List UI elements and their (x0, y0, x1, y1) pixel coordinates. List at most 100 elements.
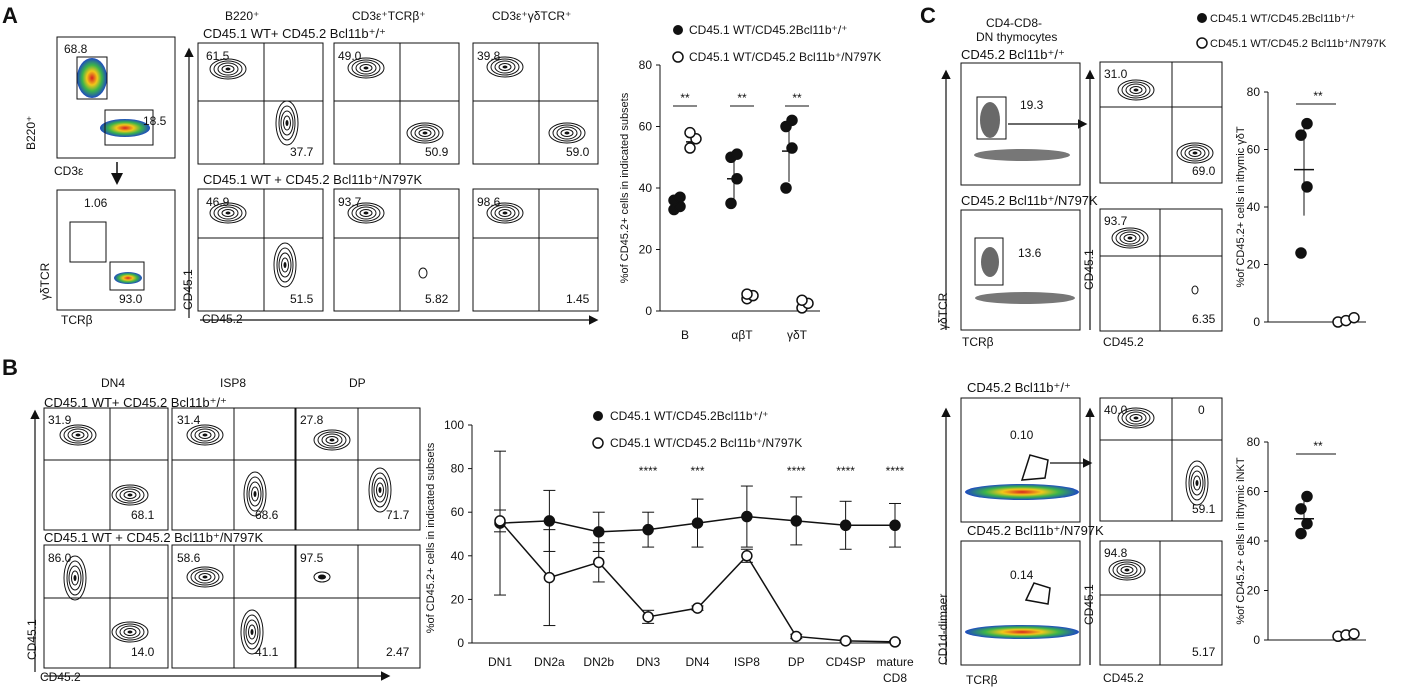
quad-value: 68.1 (131, 508, 155, 522)
chart3-y-tick-label: 20 (1247, 258, 1261, 272)
chart3-y-tick-label: 40 (1247, 200, 1261, 214)
quad-value: 93.7 (1104, 214, 1128, 228)
chart2-y-tick-label: 20 (451, 592, 465, 606)
chart4-point (1295, 503, 1307, 515)
chart-c-gdt: 0 20 40 60 80 %of CD45.2+ cells in ithymic γδ… (1196, 13, 1387, 329)
chart2-point (790, 515, 802, 527)
gate-bottom-xlabel: TCRβ (61, 313, 93, 327)
chart1-legend-marker (672, 51, 684, 63)
chart2-point (741, 550, 753, 562)
panel-b-quadrant-plots (43, 407, 421, 669)
quad-value: 51.5 (290, 292, 314, 306)
chart2-point (494, 515, 506, 527)
chart2-category-label: CD8 (883, 671, 907, 685)
quad-value: 86.0 (48, 551, 72, 565)
chart3-y-tick-label: 80 (1247, 85, 1261, 99)
c-nkt-xlabel: TCRβ (966, 673, 998, 687)
quad-value: 59.1 (1192, 502, 1216, 516)
chart3-legend-marker (1196, 37, 1208, 49)
chart1-point (684, 142, 696, 154)
c-gd-wt-label: CD45.2 Bcl11b⁺/⁺ (961, 47, 1065, 62)
gate-bottom-ylabel: γδTCR (38, 262, 52, 300)
chart2-category-label: DN4 (685, 655, 709, 669)
chart1-significance: ** (792, 91, 802, 105)
panel-c-gd-wt-plot (960, 62, 1088, 186)
chart4-significance: ** (1313, 439, 1323, 453)
quad-value: 41.1 (255, 645, 279, 659)
panel-c-gd-mut-plot (960, 209, 1081, 331)
panel-label-a: A (2, 3, 18, 28)
chart2-significance: *** (690, 464, 704, 478)
c-nkt-wt-gate: 0.10 (1010, 428, 1034, 442)
chart2-point (691, 517, 704, 529)
quad-value: 31.4 (177, 413, 201, 427)
chart1-point (786, 142, 798, 154)
panel-label-b: B (2, 355, 18, 380)
chart3-legend-label: CD45.1 WT/CD45.2Bcl11b⁺/⁺ (1210, 13, 1355, 25)
chart3-y-tick-label: 0 (1253, 315, 1260, 329)
chart2-point (790, 630, 802, 643)
b-col-header-isp8: ISP8 (220, 376, 247, 390)
quad-value: 71.7 (386, 508, 410, 522)
chart1-legend-label: CD45.1 WT/CD45.2 Bcl11b⁺/N797K (689, 50, 881, 64)
chart2-category-label: DN2b (583, 655, 614, 669)
chart2-legend-label: CD45.1 WT/CD45.2 Bcl11b⁺/N797K (610, 436, 802, 450)
gate-top-xlabel: CD3ε (54, 164, 84, 178)
chart2-legend-marker (592, 437, 604, 449)
b-col-header-dp: DP (349, 376, 366, 390)
chart1-y-tick-label: 20 (639, 243, 653, 257)
chart2-point (889, 519, 901, 532)
chart2-ylabel: %of CD45.2+ cells in indicated subsets (425, 442, 437, 633)
chart2-point (839, 635, 852, 647)
quad-value: 39.8 (477, 49, 501, 63)
a-xaxis-label: CD45.2 (202, 312, 243, 326)
chart3-point (1301, 117, 1313, 130)
quad-value: 49.0 (338, 49, 362, 63)
chart1-point (786, 114, 798, 127)
panel-a-gate-top-plot (56, 36, 176, 159)
b-yaxis-label: CD45.1 (25, 619, 39, 660)
panel-a-gate-bottom-plot (56, 189, 176, 311)
quad-value: 46.9 (206, 195, 230, 209)
chart1-legend-label: CD45.1 WT/CD45.2Bcl11b⁺/⁺ (689, 23, 848, 37)
chart2-point (691, 602, 704, 614)
chart3-point (1348, 311, 1360, 324)
chart1-significance: ** (737, 91, 747, 105)
quad-value: 69.0 (1192, 164, 1216, 178)
panel-a-quadrant-plots (197, 42, 599, 312)
quad-value: 14.0 (131, 645, 155, 659)
quad-value: 98.6 (477, 195, 501, 209)
chart2-legend-label: CD45.1 WT/CD45.2Bcl11b⁺/⁺ (610, 409, 769, 423)
chart2-category-label: mature (876, 655, 914, 669)
chart3-legend-label: CD45.1 WT/CD45.2 Bcl11b⁺/N797K (1210, 38, 1387, 50)
quad-value: 59.0 (566, 145, 590, 159)
c-gd-mut-label: CD45.2 Bcl11b⁺/N797K (961, 193, 1098, 208)
chart2-significance: **** (787, 464, 806, 478)
chart1-category-label: B (681, 328, 689, 342)
c-nkt-mut-gate: 0.14 (1010, 568, 1034, 582)
chart1-point (731, 148, 743, 160)
quad-value: 93.7 (338, 195, 362, 209)
chart1-point (731, 173, 743, 185)
b-xaxis-label: CD45.2 (40, 670, 81, 684)
quad-value: 31.9 (48, 413, 72, 427)
gate-gd-value: 1.06 (84, 196, 108, 210)
quad-value: 61.5 (206, 49, 230, 63)
chart4-y-tick-label: 20 (1247, 584, 1261, 598)
c-nkt-wt-label: CD45.2 Bcl11b⁺/⁺ (967, 380, 1071, 395)
gate-b220-value: 68.8 (64, 42, 88, 56)
chart1-point (674, 191, 686, 203)
a-yaxis-label: CD45.1 (181, 269, 195, 310)
chart4-y-tick-label: 40 (1247, 534, 1261, 548)
c-title-line2: DN thymocytes (976, 30, 1058, 44)
chart2-point (741, 510, 753, 523)
c-nkt-xaxis: CD45.2 (1103, 671, 1144, 685)
chart-a-subsets: 0 20 40 60 80 %of CD45.2+ cells in indicated … (619, 23, 881, 342)
chart2-y-tick-label: 80 (451, 462, 465, 476)
quad-value: 5.82 (425, 292, 449, 306)
quad-value: 97.5 (300, 551, 324, 565)
chart4-y-tick-label: 0 (1253, 633, 1260, 647)
chart2-point (839, 519, 852, 532)
gate-top-ylabel: B220⁺ (24, 115, 38, 150)
